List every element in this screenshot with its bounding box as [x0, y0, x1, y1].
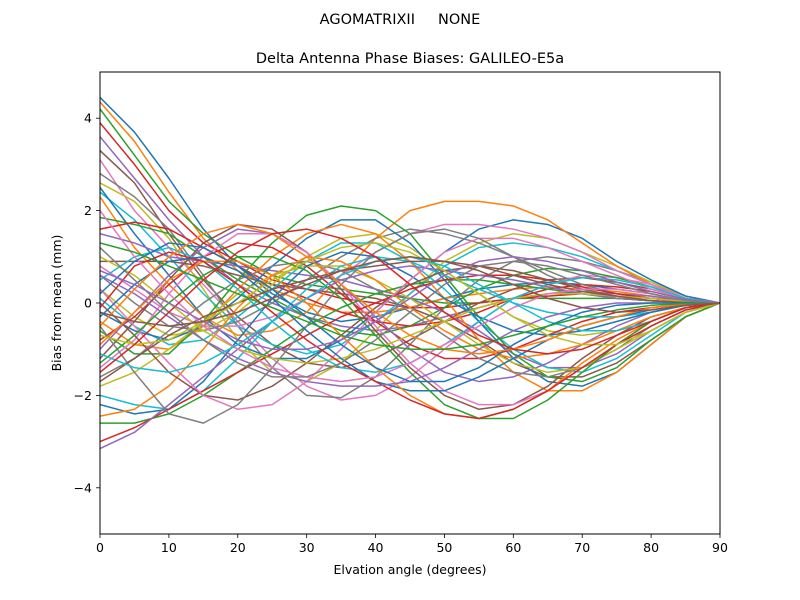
series-line-54 [100, 228, 720, 373]
x-axis-label: Elvation angle (degrees) [333, 562, 486, 577]
y-tick-label: −4 [74, 480, 92, 495]
y-tick-label: −2 [74, 388, 92, 403]
x-tick-label: 30 [299, 540, 315, 555]
y-tick-label: 0 [84, 296, 92, 311]
x-tick-label: 60 [505, 540, 521, 555]
series-line-41 [100, 256, 720, 392]
y-tick-label: 2 [84, 203, 92, 218]
series-line-48 [100, 247, 720, 378]
x-axis: 0 10 20 30 40 50 60 70 80 90 [96, 534, 728, 555]
y-tick-label: 4 [84, 111, 92, 126]
chart-title: Delta Antenna Phase Biases: GALILEO-E5a [256, 51, 564, 67]
y-axis: −4 −2 0 2 4 [74, 111, 100, 495]
x-tick-label: 70 [574, 540, 590, 555]
x-tick-label: 20 [230, 540, 246, 555]
x-tick-label: 50 [436, 540, 452, 555]
figure-suptitle: AGOMATRIXII NONE [320, 12, 481, 28]
y-axis-label: Bias from mean (mm) [49, 235, 64, 372]
series-line-31 [100, 251, 720, 415]
series-line-51 [100, 242, 720, 383]
series-line-37 [100, 237, 720, 411]
series-line-47 [100, 210, 720, 383]
series-line-34 [100, 274, 720, 443]
x-tick-label: 90 [712, 540, 728, 555]
series-line-56 [100, 256, 720, 327]
series-lines [100, 96, 720, 450]
x-tick-label: 10 [161, 540, 177, 555]
x-tick-label: 0 [96, 540, 104, 555]
series-line-52 [100, 223, 720, 355]
x-tick-label: 80 [643, 540, 659, 555]
x-tick-label: 40 [368, 540, 384, 555]
series-line-38 [100, 228, 720, 424]
series-line-46 [100, 260, 720, 383]
